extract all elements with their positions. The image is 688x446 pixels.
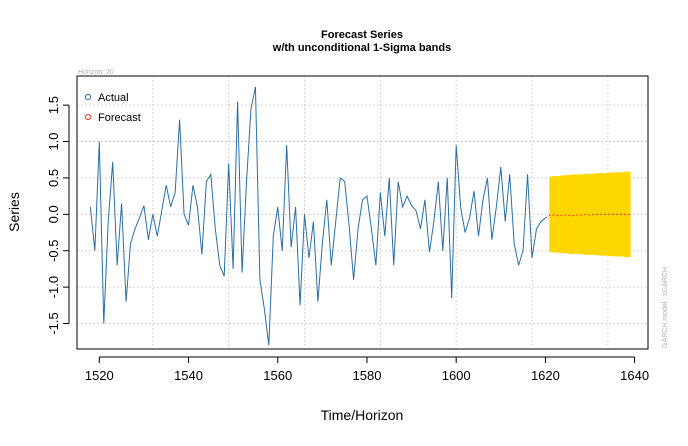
x-axis: 1520 1540 1560 1580 1600 1620 1640: [85, 356, 649, 383]
model-note: GARCH model : sGARCH: [662, 267, 669, 348]
x-tick-label: 1560: [263, 368, 292, 383]
chart-title: Forecast Series: [321, 29, 403, 41]
actual-series-line: [89, 86, 546, 346]
x-axis-label: Time/Horizon: [321, 407, 404, 423]
series-lines: [89, 86, 631, 346]
x-tick-label: 1580: [353, 368, 382, 383]
y-tick-label: -1.5: [46, 312, 61, 334]
y-axis: -1.5 -1.0 -0.5 0.0 0.5 1.0 1.5: [46, 96, 70, 335]
x-tick-label: 1640: [620, 368, 649, 383]
y-tick-label: -0.5: [46, 240, 61, 262]
y-tick-label: 0.5: [46, 169, 61, 187]
sigma-band: [549, 171, 631, 258]
legend-actual-marker: [84, 93, 92, 101]
x-tick-label: 1520: [85, 368, 114, 383]
x-tick-label: 1540: [174, 368, 203, 383]
x-tick-label: 1600: [442, 368, 471, 383]
x-tick-label: 1620: [531, 368, 560, 383]
y-tick-label: 0.0: [46, 205, 61, 223]
legend-actual-label: Actual: [98, 92, 129, 104]
chart-subtitle: w/th unconditional 1-Sigma bands: [272, 42, 451, 54]
legend: Actual Forecast: [84, 92, 141, 124]
y-tick-label: -1.0: [46, 276, 61, 298]
horizon-note: Horizon: 20: [78, 69, 114, 76]
legend-forecast-marker: [84, 113, 92, 121]
y-axis-label: Series: [6, 192, 22, 232]
y-tick-label: 1.5: [46, 96, 61, 114]
y-tick-label: 1.0: [46, 132, 61, 150]
sigma-band-area: [549, 171, 631, 258]
legend-forecast-label: Forecast: [98, 112, 141, 124]
plot-frame: [76, 75, 649, 350]
